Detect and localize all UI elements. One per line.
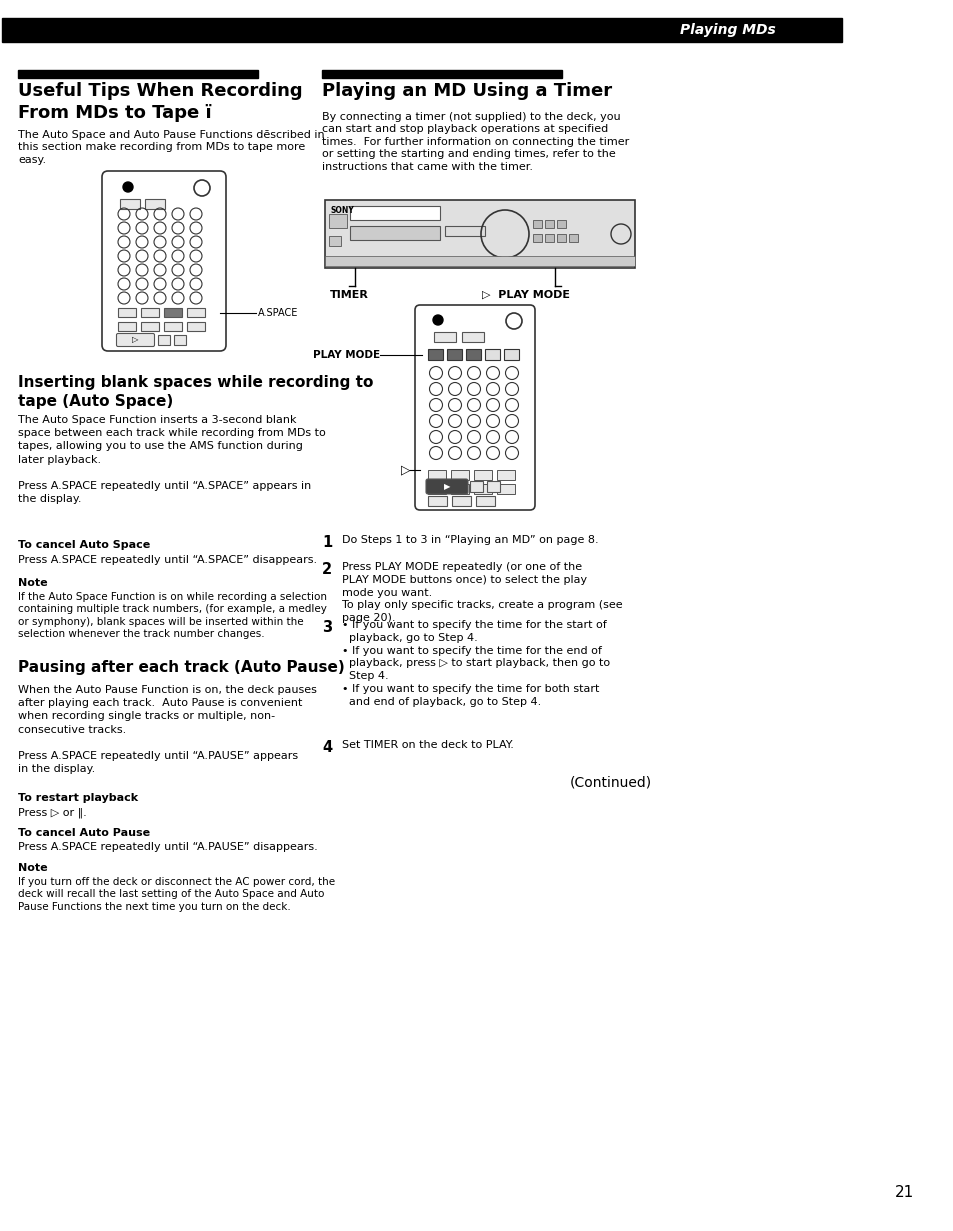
Text: To cancel Auto Space: To cancel Auto Space	[18, 540, 150, 550]
Text: Press A.SPACE repeatedly until “A.SPACE” disappears.: Press A.SPACE repeatedly until “A.SPACE”…	[18, 555, 316, 565]
Text: 4: 4	[322, 740, 332, 755]
Bar	[447, 350, 461, 359]
Bar	[158, 335, 170, 345]
Bar	[451, 470, 469, 480]
Bar	[533, 234, 541, 243]
Text: ▷  PLAY MODE: ▷ PLAY MODE	[481, 291, 569, 300]
Bar	[484, 350, 499, 359]
Text: 1: 1	[322, 535, 332, 550]
Bar	[118, 308, 136, 318]
Bar	[164, 323, 182, 331]
Text: 21: 21	[894, 1185, 913, 1200]
Text: Press ▷ or ‖.: Press ▷ or ‖.	[18, 808, 87, 817]
Text: If you turn off the deck or disconnect the AC power cord, the
deck will recall t: If you turn off the deck or disconnect t…	[18, 876, 335, 912]
FancyBboxPatch shape	[116, 334, 154, 346]
Text: To restart playback: To restart playback	[18, 793, 138, 803]
Text: SONY: SONY	[331, 206, 355, 215]
Text: TIMER: TIMER	[330, 291, 369, 300]
Text: ▶: ▶	[443, 483, 450, 491]
Bar	[451, 484, 469, 494]
Bar	[544, 234, 554, 243]
Text: Playing an MD Using a Timer: Playing an MD Using a Timer	[322, 82, 612, 100]
FancyBboxPatch shape	[102, 171, 226, 351]
Text: 2: 2	[322, 563, 332, 577]
Bar	[145, 199, 165, 209]
Text: 3: 3	[322, 620, 332, 635]
Bar	[141, 323, 159, 331]
Text: When the Auto Pause Function is on, the deck pauses
after playing each track.  A: When the Auto Pause Function is on, the …	[18, 684, 316, 774]
Bar	[350, 206, 439, 220]
Circle shape	[433, 315, 442, 325]
Bar	[164, 308, 182, 318]
Bar	[544, 220, 554, 228]
Bar	[325, 256, 635, 266]
Bar	[474, 484, 492, 494]
Bar	[118, 323, 136, 331]
Bar	[557, 220, 565, 228]
Bar	[461, 332, 483, 342]
Bar	[428, 350, 442, 359]
Text: The Auto Space Function inserts a 3-second blank
space between each track while : The Auto Space Function inserts a 3-seco…	[18, 415, 325, 505]
Bar	[497, 484, 515, 494]
Text: ▷: ▷	[401, 464, 411, 476]
Text: ▷: ▷	[132, 336, 138, 345]
Bar	[474, 470, 492, 480]
Bar	[173, 335, 186, 345]
Bar	[322, 70, 561, 78]
FancyBboxPatch shape	[415, 305, 535, 510]
Text: Useful Tips When Recording
From MDs to Tape ï: Useful Tips When Recording From MDs to T…	[18, 82, 302, 122]
Bar	[503, 350, 518, 359]
Bar	[533, 220, 541, 228]
Bar	[444, 227, 484, 236]
Text: Inserting blank spaces while recording to
tape (Auto Space): Inserting blank spaces while recording t…	[18, 375, 373, 409]
Bar	[329, 214, 347, 228]
Bar	[428, 484, 446, 494]
Text: To cancel Auto Pause: To cancel Auto Pause	[18, 828, 150, 838]
Bar	[434, 332, 456, 342]
Text: If the Auto Space Function is on while recording a selection
containing multiple: If the Auto Space Function is on while r…	[18, 592, 327, 639]
Bar	[568, 234, 578, 243]
Text: • If you want to specify the time for the start of
  playback, go to Step 4.
• I: • If you want to specify the time for th…	[341, 620, 610, 707]
Bar	[428, 470, 446, 480]
Bar	[470, 481, 482, 492]
Bar	[452, 496, 471, 506]
Bar	[141, 308, 159, 318]
Bar	[497, 470, 515, 480]
Bar	[486, 481, 499, 492]
Text: The Auto Space and Auto Pause Functions dēscribed in
this section make recording: The Auto Space and Auto Pause Functions …	[18, 130, 324, 165]
Text: Press A.SPACE repeatedly until “A.PAUSE” disappears.: Press A.SPACE repeatedly until “A.PAUSE”…	[18, 842, 317, 852]
Bar	[329, 236, 340, 246]
Circle shape	[123, 182, 132, 192]
Text: Press PLAY MODE repeatedly (or one of the
PLAY MODE buttons once) to select the : Press PLAY MODE repeatedly (or one of th…	[341, 563, 622, 623]
Bar	[465, 350, 480, 359]
Bar	[120, 199, 140, 209]
Text: Set TIMER on the deck to PLAY.: Set TIMER on the deck to PLAY.	[341, 740, 514, 750]
Bar	[187, 308, 205, 318]
Bar	[428, 496, 447, 506]
Text: Note: Note	[18, 863, 48, 873]
Bar	[2, 18, 841, 42]
Bar	[350, 227, 439, 240]
Text: PLAY MODE: PLAY MODE	[313, 350, 379, 359]
Text: Playing MDs: Playing MDs	[679, 23, 775, 37]
Bar	[325, 199, 635, 268]
Text: Do Steps 1 to 3 in “Playing an MD” on page 8.: Do Steps 1 to 3 in “Playing an MD” on pa…	[341, 535, 598, 545]
Text: Note: Note	[18, 579, 48, 588]
Text: A.SPACE: A.SPACE	[257, 308, 298, 318]
Bar	[557, 234, 565, 243]
Bar	[18, 70, 257, 78]
Bar	[187, 323, 205, 331]
FancyBboxPatch shape	[426, 479, 468, 494]
Text: By connecting a timer (not supplied) to the deck, you
can start and stop playbac: By connecting a timer (not supplied) to …	[322, 112, 629, 171]
Text: Pausing after each track (Auto Pause): Pausing after each track (Auto Pause)	[18, 660, 344, 675]
Bar	[476, 496, 495, 506]
Text: (Continued): (Continued)	[569, 776, 652, 789]
